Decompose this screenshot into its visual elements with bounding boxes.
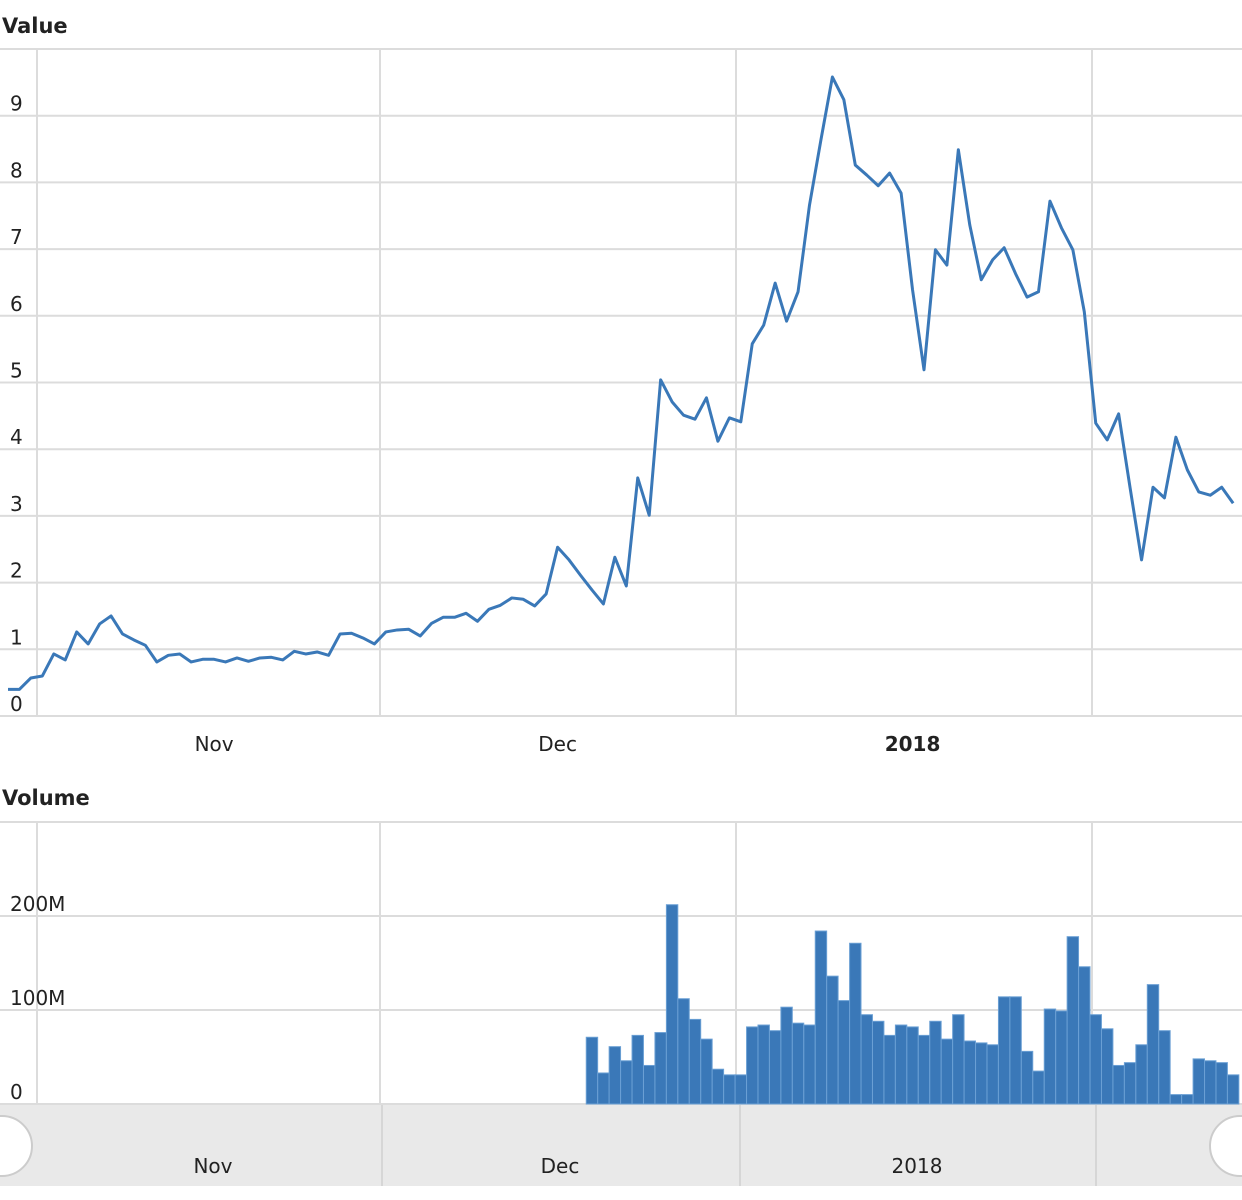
- y-tick-label: 2: [10, 559, 23, 583]
- bar: [1204, 1060, 1217, 1105]
- bar: [711, 1068, 725, 1105]
- bar: [620, 1060, 633, 1105]
- bar: [1032, 1070, 1045, 1105]
- y-tick-label: 3: [10, 492, 23, 516]
- bar: [665, 904, 679, 1105]
- line: [8, 75, 1235, 691]
- bar: [837, 1000, 851, 1105]
- bar: [940, 1038, 954, 1105]
- bar: [906, 1026, 919, 1105]
- y-tick-label: 6: [10, 292, 23, 316]
- y-tick-label: 100M: [10, 986, 65, 1010]
- bar: [1158, 1030, 1171, 1105]
- x-tick-label: Nov: [195, 732, 234, 756]
- bar: [1089, 1014, 1102, 1105]
- bar: [1112, 1064, 1125, 1105]
- x-tick-label: 2018: [885, 732, 941, 756]
- bar: [1020, 1050, 1034, 1105]
- bar: [631, 1034, 644, 1105]
- bar: [654, 1032, 667, 1105]
- bar: [894, 1024, 908, 1105]
- bar: [1043, 1008, 1057, 1105]
- y-tick-label: 5: [10, 359, 23, 383]
- bar: [1009, 996, 1022, 1105]
- navigator-label: 2018: [892, 1154, 943, 1178]
- bar: [597, 1072, 610, 1105]
- y-tick-label: 8: [10, 158, 23, 182]
- bar: [1192, 1058, 1205, 1105]
- bar: [734, 1074, 747, 1105]
- bar: [677, 998, 690, 1105]
- bar: [917, 1034, 931, 1105]
- bar: [1078, 966, 1091, 1105]
- month-gridlines: [0, 48, 1242, 1104]
- bar: [849, 942, 862, 1105]
- y-tick-label: 0: [10, 1080, 23, 1104]
- bar: [952, 1014, 965, 1105]
- bar: [1146, 984, 1160, 1105]
- bar: [723, 1074, 736, 1105]
- y-tick-label: 1: [10, 625, 23, 649]
- bar: [814, 930, 828, 1105]
- y-tick-label: 4: [10, 425, 23, 449]
- bar: [700, 1038, 713, 1105]
- bar: [1101, 1028, 1114, 1105]
- bar: [1169, 1094, 1183, 1105]
- navigator-handle[interactable]: [1209, 1115, 1242, 1177]
- bar: [1066, 936, 1080, 1105]
- navigator-background: [0, 1104, 1242, 1186]
- bar: [585, 1036, 599, 1105]
- bar: [791, 1022, 805, 1105]
- bar: [872, 1020, 885, 1105]
- bar: [860, 1014, 873, 1105]
- bar: [780, 1006, 793, 1105]
- bar: [1123, 1062, 1137, 1105]
- bar: [963, 1040, 976, 1105]
- bar: [1181, 1094, 1194, 1105]
- bar: [986, 1044, 999, 1105]
- bar: [826, 975, 839, 1105]
- navigator-label: Dec: [541, 1154, 580, 1178]
- y-tick-label: 200M: [10, 892, 65, 916]
- y-tick-label: 7: [10, 225, 23, 249]
- navigator: Nov Dec 2018: [0, 1104, 1242, 1186]
- chart-title: Value: [2, 14, 68, 38]
- bar: [643, 1064, 656, 1105]
- bar: [997, 996, 1011, 1105]
- bar: [1135, 1044, 1148, 1105]
- chart-title: Volume: [2, 786, 90, 810]
- bar: [803, 1024, 816, 1105]
- navigator-handle[interactable]: [0, 1115, 33, 1177]
- x-tick-label: Dec: [538, 732, 577, 756]
- y-tick-label: 0: [10, 692, 23, 716]
- bar: [768, 1030, 782, 1105]
- bar: [608, 1046, 622, 1105]
- y-tick-label: 9: [10, 92, 23, 116]
- bar: [757, 1024, 770, 1105]
- bar: [688, 1018, 702, 1105]
- navigator-label: Nov: [193, 1154, 232, 1178]
- bar: [1055, 1010, 1068, 1105]
- bar: [883, 1034, 896, 1105]
- bar: [975, 1042, 988, 1105]
- bar: [1215, 1062, 1228, 1105]
- bar: [1226, 1074, 1240, 1105]
- bar: [746, 1026, 759, 1105]
- bar: [929, 1020, 942, 1105]
